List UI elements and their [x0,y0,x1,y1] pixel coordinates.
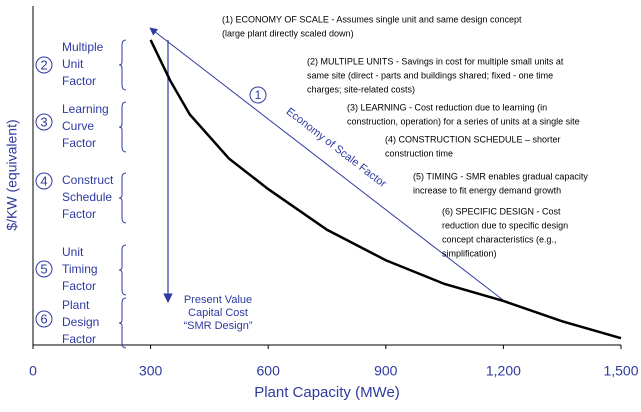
annotation: same site (direct - parts and buildings … [307,70,553,80]
x-axis-label: Plant Capacity (MWe) [254,384,400,401]
factor-number: 2 [40,57,47,72]
brace [118,297,127,349]
annotation: increase to fit energy demand growth [413,185,561,195]
factor-number: 4 [40,173,47,188]
cost-curve [149,39,622,340]
annotation: simplification) [442,248,497,258]
factor-number: 5 [40,261,47,276]
x-tick-label: 0 [29,363,37,379]
present-value-label: Present Value [184,294,252,306]
circle-number [35,260,53,278]
factor-label: Factor [62,136,96,150]
circle-number [35,172,53,190]
x-tick-label: 300 [139,363,163,379]
factor-label: Factor [62,332,96,346]
factor-label: Timing [62,262,98,276]
annotation: reduction due to specific design [442,220,568,230]
factor-label: Design [62,315,99,329]
brace [118,244,127,296]
factor-label: Plant [62,298,90,312]
annotation: construction, operation) for a series of… [347,116,580,126]
x-tick-label: 1,500 [603,363,638,379]
y-axis-label: $/KW (equivalent) [4,119,20,230]
factor-number: 3 [40,114,47,129]
present-value-label: “SMR Design” [183,320,252,332]
annotation: (4) CONSTRUCTION SCHEDULE – shorter [385,134,561,144]
factor-label: Curve [62,119,94,133]
present-value-label: Capital Cost [188,307,248,319]
x-tick-label: 600 [257,363,281,379]
x-tick-label: 1,200 [486,363,521,379]
factor-label: Schedule [62,190,112,204]
annotation: (6) SPECIFIC DESIGN - Cost [442,206,561,216]
circle-number [35,113,53,131]
factor-label: Learning [62,102,109,116]
annotation: (1) ECONOMY OF SCALE - Assumes single un… [222,14,522,24]
factor-label: Unit [62,245,84,259]
circle-number [35,310,53,328]
brace [118,101,127,153]
annotation: (large plant directly scaled down) [222,28,354,38]
factor-label: Factor [62,279,96,293]
factor-label: Multiple [62,40,104,54]
annotation: (3) LEARNING - Cost reduction due to lea… [347,102,547,112]
annotation: (2) MULTIPLE UNITS - Savings in cost for… [307,56,564,66]
annotation: charges; site-related costs) [307,84,415,94]
annotation: construction time [385,148,453,158]
factor-label: Construct [62,173,114,187]
brace [118,172,127,224]
annotation: (5) TIMING - SMR enables gradual capacit… [413,171,588,181]
brace [118,39,127,91]
factor-label: Factor [62,207,96,221]
x-tick-label: 900 [374,363,398,379]
scale-number: 1 [255,88,262,102]
factor-label: Unit [62,57,84,71]
economy-arrow [149,27,504,301]
factor-number: 6 [40,311,47,326]
factor-label: Factor [62,74,96,88]
circle-number [35,56,53,74]
circle-number [249,86,267,104]
annotation: concept characteristics (e.g., [442,234,557,244]
